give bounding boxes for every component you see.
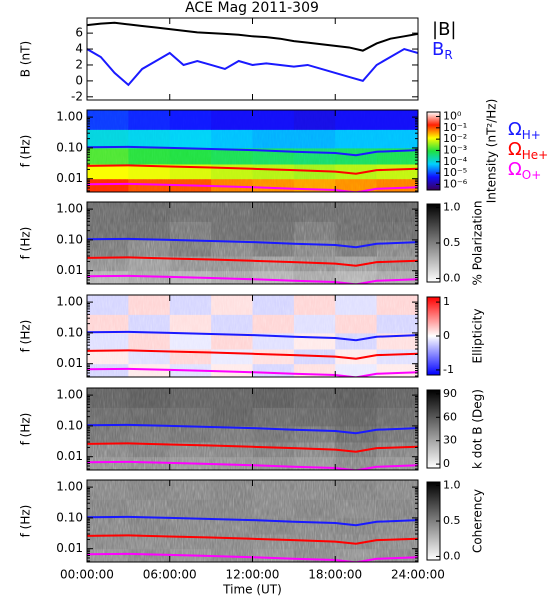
x-tick-label: 00:00:00 [60, 568, 114, 582]
y-tick-label: 2 [75, 57, 83, 71]
chart-title: ACE Mag 2011-309 [185, 0, 319, 16]
series-line [87, 47, 418, 87]
legend-subscript: R [444, 48, 452, 62]
series-line [87, 367, 418, 377]
plot-area [87, 21, 418, 87]
legend-entry: BR [432, 39, 453, 62]
legend-entry: ΩHe+ [508, 139, 548, 162]
series-line [87, 534, 418, 545]
colorbar-tick-label: 0.0 [443, 271, 461, 284]
colorbar-tick-label: 0 [443, 329, 450, 342]
series-line [87, 21, 418, 52]
y-tick-label: 4 [75, 42, 83, 56]
series-line [87, 442, 418, 453]
colorbar-tick-label: 1.0 [443, 201, 461, 214]
series-line [87, 164, 418, 175]
y-tick-label: 0.01 [56, 541, 83, 555]
series-line [87, 182, 418, 192]
y-axis-label: f (Hz) [19, 320, 33, 353]
y-tick-label: 1.00 [56, 295, 83, 309]
colorbar-tick-label: 0 [443, 457, 450, 470]
legend-entry: ΩH+ [508, 119, 541, 142]
plot-area [87, 480, 418, 562]
colorbar-tick-label: 10⁻⁴ [443, 155, 468, 168]
x-tick-label: 12:00:00 [226, 568, 280, 582]
plot-area [87, 110, 418, 192]
y-tick-label: 0.01 [56, 263, 83, 277]
legend-subscript: He+ [522, 148, 548, 162]
colorbar-tick-label: 90 [443, 387, 457, 400]
colorbar [426, 389, 441, 469]
x-tick-label: 18:00:00 [308, 568, 362, 582]
series-line [87, 552, 418, 562]
colorbar-label: k dot B (Deg) [471, 389, 485, 469]
colorbar [426, 111, 441, 191]
colorbar-tick-label: 10⁻⁵ [443, 166, 467, 179]
legend-name: |B| [432, 19, 456, 40]
y-tick-label: 1.00 [56, 202, 83, 216]
y-tick-label: 6 [75, 26, 83, 40]
series-line [87, 349, 418, 360]
series-line [87, 460, 418, 470]
colorbar-tick-label: 10⁻² [443, 132, 467, 145]
plot-area [87, 388, 418, 470]
y-tick-label: 1.00 [56, 110, 83, 124]
y-tick-label: 0.10 [56, 232, 83, 246]
colorbar-tick-label: -1 [443, 363, 454, 376]
x-tick-label: 24:00:00 [391, 568, 445, 582]
colorbar-tick-label: 10⁰ [443, 110, 462, 123]
y-axis-label: f (Hz) [19, 505, 33, 538]
y-tick-label: 1.00 [56, 388, 83, 402]
plot-area [87, 295, 418, 377]
legend-name: Ω [508, 139, 522, 160]
colorbar-tick-label: 10⁻⁶ [443, 177, 468, 190]
legend-name: Ω [508, 119, 522, 140]
colorbar-tick-label: 1 [443, 295, 450, 308]
y-tick-label: 0 [75, 73, 83, 87]
y-tick-label: 1.00 [56, 480, 83, 494]
colorbar-tick-label: 30 [443, 434, 457, 447]
series-line [87, 423, 418, 435]
series-line [87, 145, 418, 157]
colorbar-tick-label: 60 [443, 410, 457, 423]
colorbar-tick-label: 10⁻³ [443, 143, 467, 156]
y-tick-label: 0.01 [56, 356, 83, 370]
legend-subscript: O+ [522, 168, 542, 182]
legend-subscript: H+ [522, 128, 541, 142]
plot-area [87, 202, 418, 284]
colorbar-label: Ellipticity [471, 309, 485, 364]
y-tick-label: -2 [71, 89, 83, 103]
series-line [87, 515, 418, 527]
x-axis-label: Time (UT) [222, 583, 282, 597]
series-line [87, 274, 418, 284]
plot-frame [86, 17, 419, 101]
y-tick-label: 0.10 [56, 325, 83, 339]
y-tick-label: 0.01 [56, 171, 83, 185]
y-axis-label: f (Hz) [19, 413, 33, 446]
colorbar-label: Intensity (nT²/Hz) [485, 99, 499, 204]
legend-entry: |B| [432, 19, 456, 40]
y-tick-label: 0.10 [56, 140, 83, 154]
y-tick-label: 0.01 [56, 449, 83, 463]
y-tick-label: 0.10 [56, 510, 83, 524]
y-tick-label: 0.10 [56, 418, 83, 432]
x-tick-label: 06:00:00 [143, 568, 197, 582]
y-axis-label: f (Hz) [19, 227, 33, 260]
series-line [87, 237, 418, 249]
y-axis-label: f (Hz) [19, 135, 33, 168]
legend-entry: ΩO+ [508, 159, 541, 182]
y-axis-label: B (nT) [19, 41, 33, 77]
colorbar-tick-label: 0.5 [443, 236, 461, 249]
legend-name: Ω [508, 159, 522, 180]
series-line [87, 330, 418, 342]
colorbar-label: % Polarization [471, 201, 485, 286]
legend-name: B [432, 39, 444, 60]
series-line [87, 256, 418, 267]
colorbar-label: Coherency [471, 489, 485, 553]
colorbar-tick-label: 1.0 [443, 479, 461, 492]
colorbar-tick-label: 0.5 [443, 514, 461, 527]
colorbar-tick-label: 0.0 [443, 549, 461, 562]
colorbar-tick-label: 10⁻¹ [443, 121, 467, 134]
